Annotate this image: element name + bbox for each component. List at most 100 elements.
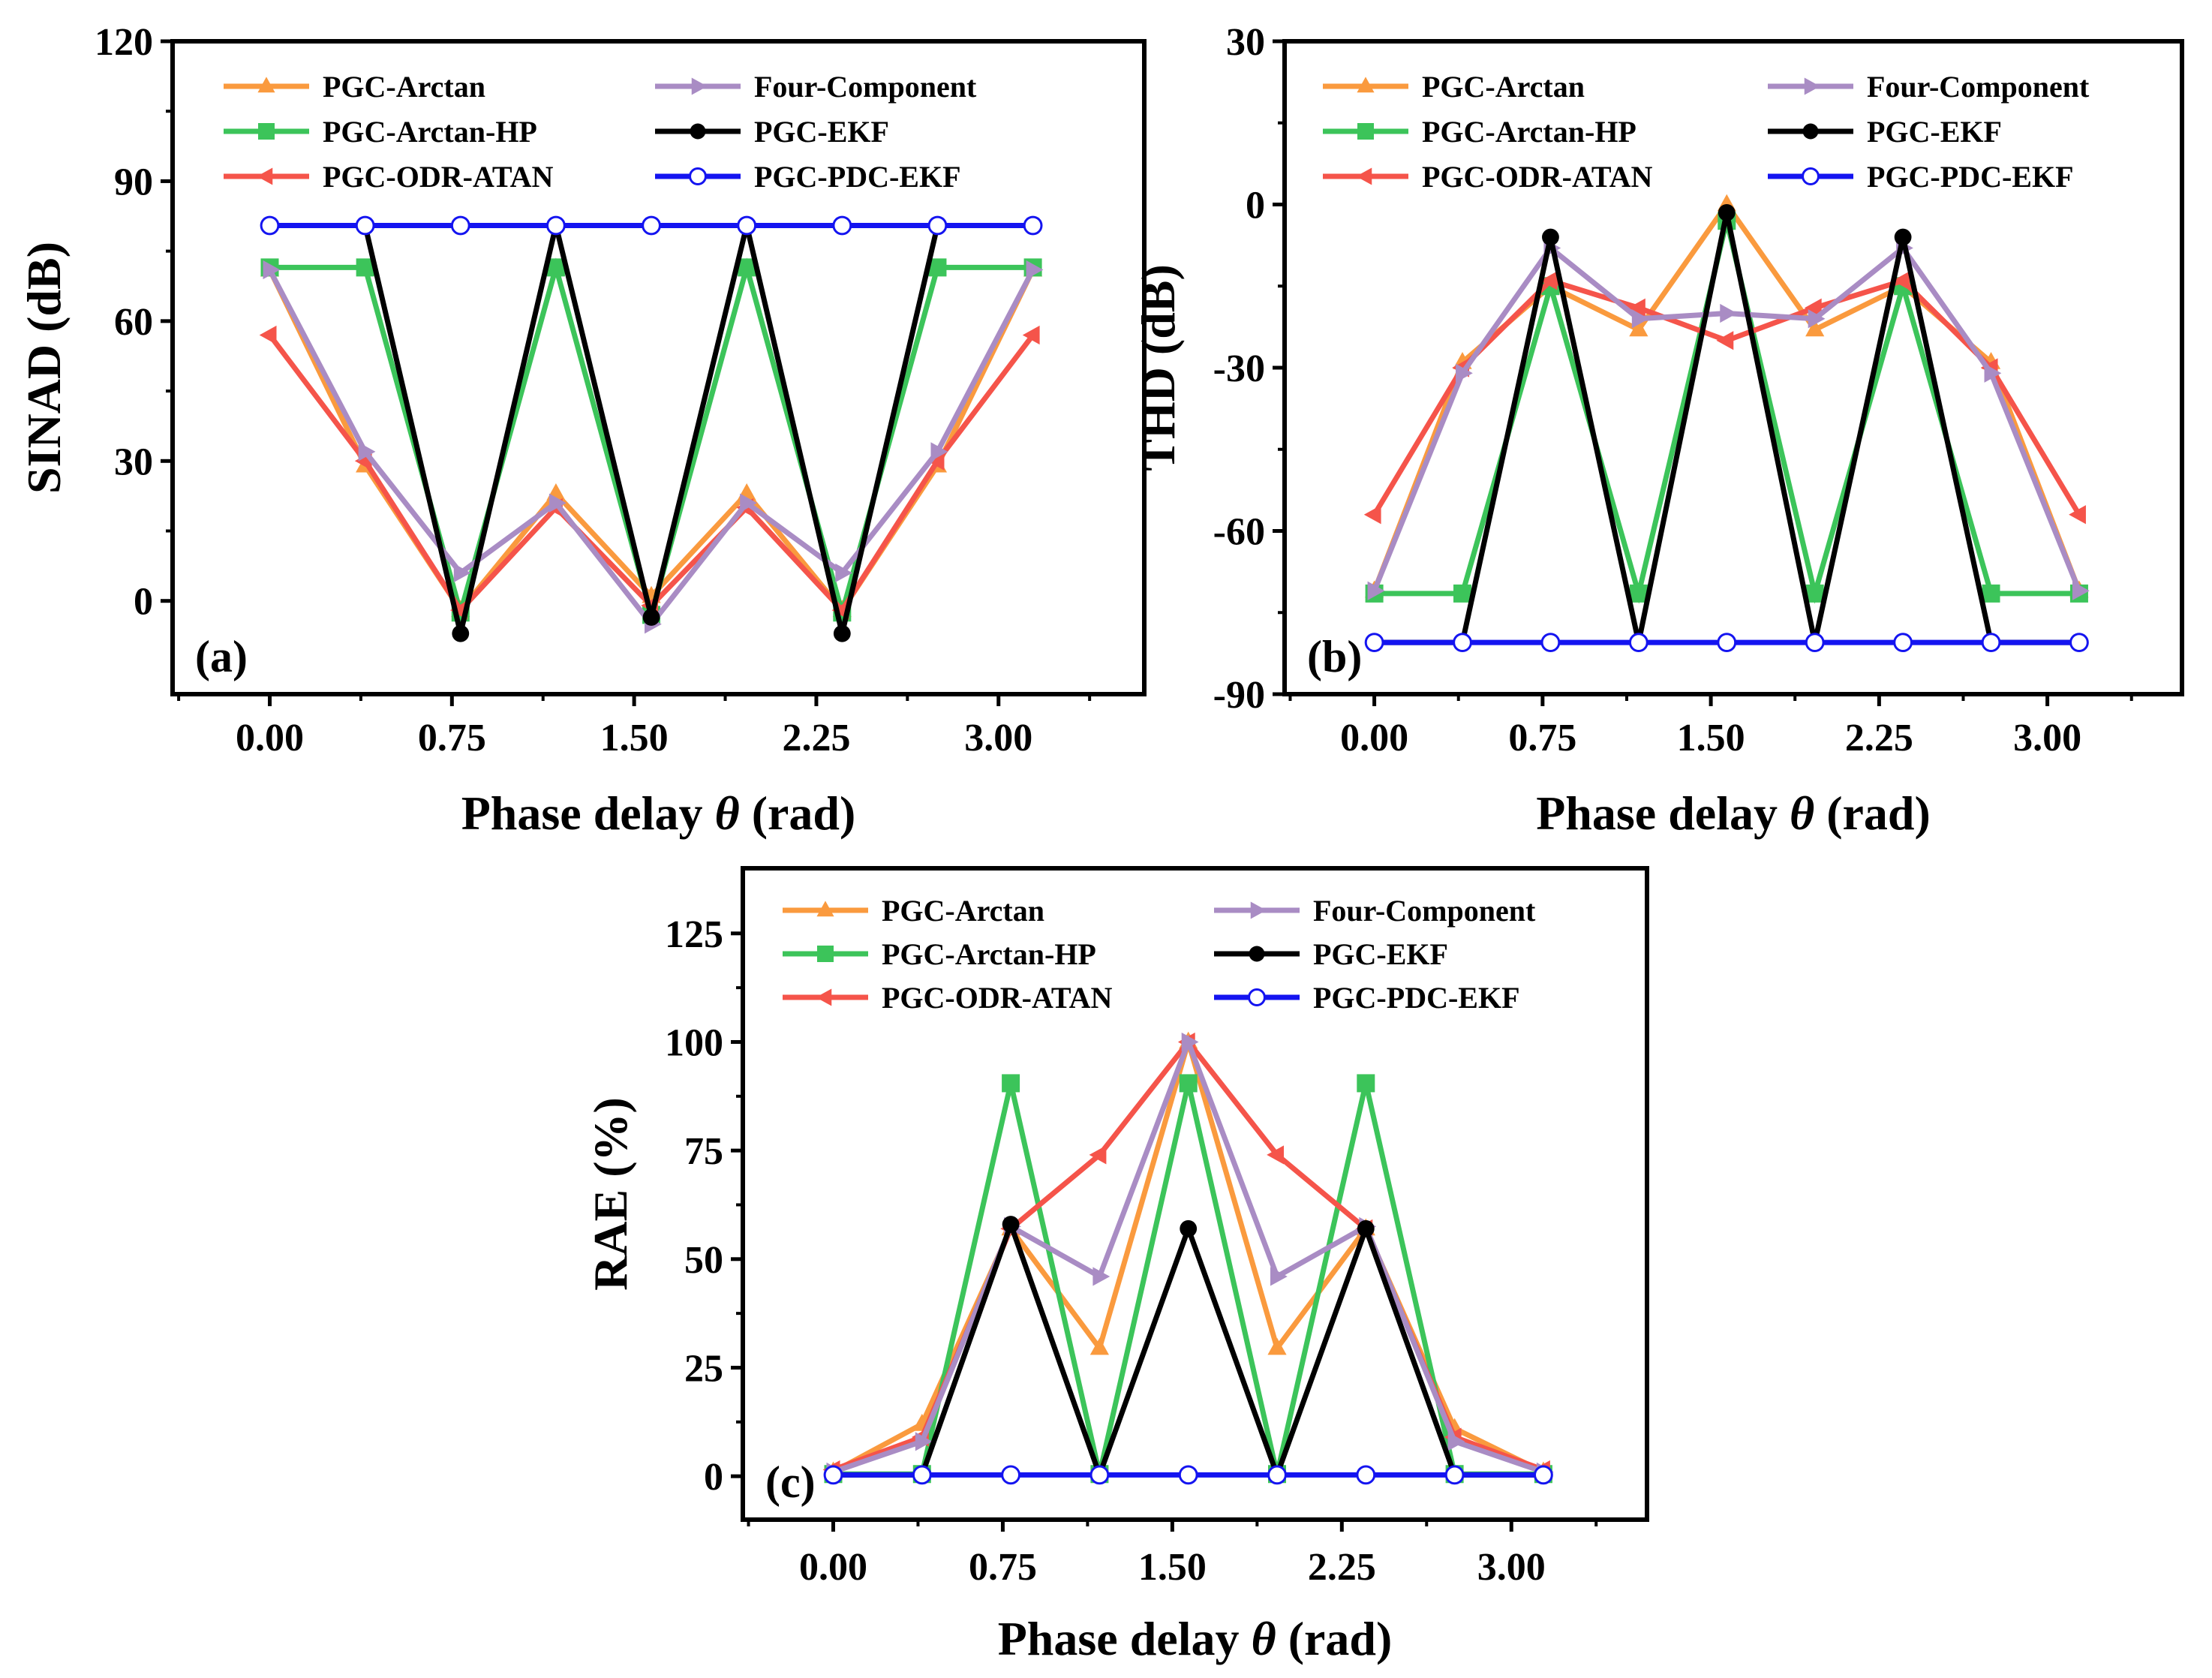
x-tick-label: 1.50 (600, 717, 669, 759)
marker-triangle-up (1267, 1337, 1287, 1355)
x-tick-label: 0.75 (969, 1546, 1037, 1589)
legend-label: PGC-EKF (1867, 115, 2002, 149)
marker-circle-open (1893, 633, 1913, 653)
x-axis-title-suffix: (rad) (740, 786, 856, 840)
marker-triangle-right (2072, 581, 2090, 600)
plot-frame (1282, 39, 2184, 696)
legend-label: PGC-PDC-EKF (1313, 981, 1520, 1015)
marker-triangle-right (1720, 303, 1738, 323)
legend-label: PGC-Arctan-HP (882, 937, 1096, 971)
marker-circle-open (832, 215, 852, 236)
marker-circle-open (689, 167, 707, 185)
x-tick-label: 3.00 (2013, 717, 2081, 759)
marker-square (1179, 1074, 1198, 1093)
x-tick-label: 2.25 (1845, 717, 1913, 759)
x-axis-title-prefix: Phase delay (1536, 786, 1790, 840)
legend-label: PGC-Arctan (323, 70, 485, 104)
series-pgc-pdc-ekf (823, 1465, 1553, 1485)
legend-item: PGC-PDC-EKF (655, 160, 961, 194)
marker-square (1982, 584, 2000, 603)
series-line (269, 222, 1033, 635)
marker-circle (1802, 123, 1819, 140)
series-pgc-ekf (1366, 203, 2088, 651)
y-tick-label: 120 (95, 21, 153, 64)
series-line (1374, 212, 2079, 645)
legend-label: PGC-EKF (754, 115, 889, 149)
marker-triangle-right (358, 442, 376, 462)
marker-circle (1249, 946, 1265, 962)
legend-item: PGC-Arctan (783, 894, 1044, 928)
legend-label: PGC-Arctan-HP (1422, 115, 1636, 149)
marker-square (1357, 1074, 1375, 1093)
marker-triangle-right (1367, 581, 1385, 600)
marker-circle-open (1267, 1465, 1287, 1485)
marker-triangle-right (548, 493, 567, 513)
legend: PGC-Arctan PGC-Arctan-HP PGC-ODR-ATAN Four-… (1323, 70, 2090, 194)
x-axis-title-symbol: θ (714, 786, 739, 840)
marker-circle-open (737, 215, 757, 236)
marker-circle-open (823, 1465, 843, 1485)
marker-square (258, 123, 275, 140)
marker-square (1453, 584, 1472, 603)
legend-item: PGC-ODR-ATAN (224, 160, 553, 194)
marker-triangle-right (1804, 77, 1820, 95)
y-tick-label: -30 (1213, 347, 1265, 390)
marker-triangle-right (263, 260, 281, 280)
y-tick-label: 100 (665, 1021, 723, 1064)
marker-triangle-left (257, 167, 273, 185)
marker-triangle-right (1808, 309, 1826, 329)
y-tick-label: 90 (114, 161, 153, 203)
y-tick-label: 125 (665, 913, 723, 956)
marker-triangle-right (915, 1432, 933, 1451)
x-axis-title-prefix: Phase delay (461, 786, 715, 840)
legend-label: PGC-Arctan-HP (323, 115, 537, 149)
series-line (833, 1216, 1543, 1483)
x-tick-label: 0.75 (1508, 717, 1576, 759)
marker-circle-open (546, 215, 566, 236)
marker-triangle-left (816, 988, 832, 1006)
series-line (267, 268, 1035, 629)
panel-label: (a) (195, 632, 248, 681)
legend-label: PGC-Arctan (882, 894, 1044, 928)
legend-item: PGC-Arctan-HP (783, 937, 1096, 971)
marker-circle (452, 624, 470, 642)
marker-triangle-right (453, 563, 471, 583)
series-pgc-arctan-hp (1365, 212, 2088, 604)
marker-square (1002, 1074, 1020, 1093)
x-axis-title-suffix: (rad) (1276, 1612, 1393, 1665)
y-tick-label: 75 (684, 1130, 723, 1173)
marker-triangle-up (1805, 319, 1825, 337)
marker-circle-open (1534, 1465, 1553, 1485)
marker-triangle-right (1270, 1267, 1288, 1286)
series-line (833, 1082, 1543, 1477)
y-axis-title: THD (dB) (1132, 264, 1185, 471)
marker-circle-open (1981, 633, 2001, 653)
marker-circle-open (260, 215, 280, 236)
marker-triangle-right (930, 442, 948, 462)
legend-item: PGC-Arctan (224, 70, 485, 104)
legend-item: PGC-Arctan (1323, 70, 1585, 104)
series-pgc-arctan-hp (824, 1074, 1552, 1484)
series-line (1374, 220, 2079, 604)
legend-label: PGC-PDC-EKF (1867, 160, 2074, 194)
marker-circle-open (912, 1465, 932, 1485)
x-tick-label: 2.25 (1308, 1546, 1376, 1589)
x-axis-title: Phase delay θ (rad) (998, 1612, 1393, 1665)
legend: PGC-Arctan PGC-Arctan-HP PGC-ODR-ATAN Four-… (783, 894, 1536, 1015)
y-tick-label: 30 (1226, 21, 1265, 64)
marker-circle-open (1364, 633, 1384, 653)
legend-item: PGC-ODR-ATAN (783, 981, 1112, 1015)
y-tick-label: 25 (684, 1347, 723, 1390)
x-tick-label: 2.25 (782, 717, 850, 759)
legend-item: PGC-Arctan-HP (1323, 115, 1636, 149)
marker-triangle-left (1716, 331, 1734, 350)
marker-circle-open (1248, 988, 1266, 1006)
marker-triangle-right (740, 493, 757, 513)
x-tick-label: 1.50 (1677, 717, 1745, 759)
x-tick-label: 1.50 (1138, 1546, 1207, 1589)
legend-item: PGC-EKF (1214, 937, 1448, 971)
marker-triangle-left (1022, 325, 1040, 345)
chart-panel-2: -90 -60 -30 0 30 0.00 0.75 1.50 2.25 3.00 THD (dB)… (1132, 21, 2184, 840)
marker-square (1805, 584, 1824, 603)
marker-circle-open (1805, 633, 1825, 653)
